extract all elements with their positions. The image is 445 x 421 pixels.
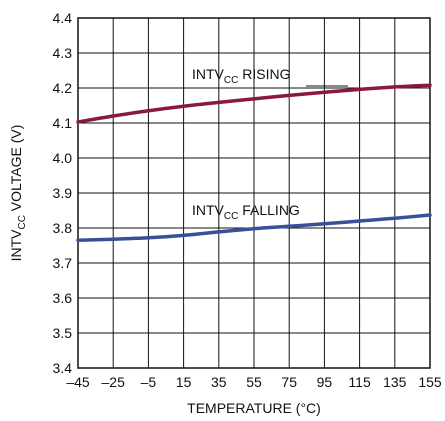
series-line-falling (76, 213, 432, 242)
series-line-rising (76, 83, 432, 124)
y-axis-title: INTVCC VOLTAGE (V) (8, 125, 28, 262)
y-tick-label: 3.4 (53, 360, 73, 376)
y-tick-label: 3.9 (53, 185, 73, 201)
x-tick-label: 55 (246, 374, 262, 390)
x-tick-label: 35 (211, 374, 227, 390)
x-tick-label: 135 (383, 374, 407, 390)
x-tick-label: 95 (317, 374, 333, 390)
x-tick-label: –25 (102, 374, 126, 390)
x-axis-title: TEMPERATURE (°C) (187, 400, 321, 416)
plot-frame (77, 17, 431, 369)
series-lines (76, 83, 432, 242)
y-tick-label: 4.2 (53, 80, 73, 96)
y-tick-label: 4.1 (53, 115, 73, 131)
y-tick-label: 4.3 (53, 45, 73, 61)
y-tick-label: 3.6 (53, 290, 73, 306)
series-label-falling: INTVCC FALLING (192, 202, 300, 222)
y-axis-ticks: 3.4 3.5 3.6 3.7 3.8 3.9 4.0 4.1 4.2 4.3 4.4 (53, 10, 73, 376)
y-tick-label: 4.4 (53, 10, 73, 26)
y-tick-label: 4.0 (53, 150, 73, 166)
y-tick-label: 3.5 (53, 325, 73, 341)
x-tick-label: –45 (66, 374, 90, 390)
x-tick-label: 115 (348, 374, 371, 390)
y-tick-label: 3.7 (53, 255, 73, 271)
y-tick-label: 3.8 (53, 220, 73, 236)
x-tick-label: 75 (281, 374, 297, 390)
x-axis-ticks: –45 –25 –5 15 35 55 75 95 115 135 155 (66, 374, 442, 390)
x-tick-label: 155 (418, 374, 442, 390)
series-label-rising: INTVCC RISING (192, 66, 290, 86)
x-tick-label: 15 (176, 374, 192, 390)
x-tick-label: –5 (141, 374, 157, 390)
